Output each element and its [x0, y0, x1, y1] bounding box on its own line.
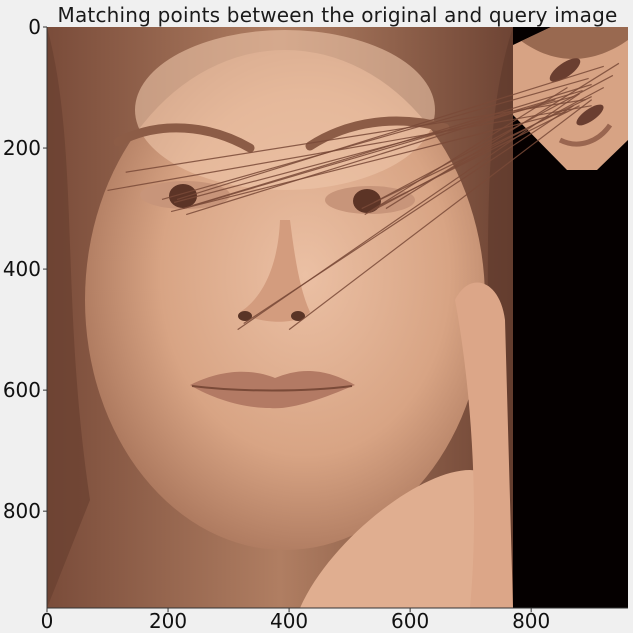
x-tick-label: 200 [149, 609, 187, 633]
y-tick-label: 600 [3, 378, 41, 402]
original-image [47, 27, 513, 608]
lips-line [191, 385, 353, 392]
left-nostril [238, 311, 252, 321]
nose [240, 220, 310, 322]
y-tick-label: 200 [3, 136, 41, 160]
y-tick-label: 0 [28, 15, 41, 39]
x-tick-label: 800 [512, 609, 550, 633]
match-line [364, 87, 568, 216]
query-hair [520, 27, 628, 59]
match-lines [107, 62, 620, 331]
right-nostril [291, 311, 305, 321]
match-line [243, 105, 574, 325]
match-line [161, 77, 589, 201]
match-line [107, 105, 592, 191]
fingers [455, 282, 513, 608]
match-line [373, 74, 614, 204]
match-line [186, 99, 556, 216]
axes: 0 200 400 600 800 0 200 400 600 800 [3, 15, 628, 633]
plot-title: Matching points between the original and… [57, 3, 618, 27]
y-tick-label: 400 [3, 257, 41, 281]
y-tick-label: 800 [3, 499, 41, 523]
x-tick-label: 600 [391, 609, 429, 633]
hand [300, 470, 513, 608]
left-eyebrow [113, 123, 255, 153]
x-tick-label: 400 [270, 609, 308, 633]
match-line [192, 83, 592, 207]
forehead [135, 30, 435, 190]
query-image [513, 27, 628, 608]
match-line [288, 99, 593, 331]
match-line [125, 99, 586, 173]
query-lips [558, 123, 613, 147]
match-line [385, 62, 620, 210]
right-eye [353, 189, 381, 213]
match-line [176, 65, 604, 201]
x-tick-label: 0 [41, 609, 54, 633]
query-right-eye [576, 104, 604, 126]
y-ticks: 0 200 400 600 800 [3, 15, 47, 523]
x-ticks: 0 200 400 600 800 [41, 608, 550, 633]
query-left-eye [549, 58, 581, 82]
hair-left [47, 27, 90, 608]
match-line [379, 105, 580, 207]
